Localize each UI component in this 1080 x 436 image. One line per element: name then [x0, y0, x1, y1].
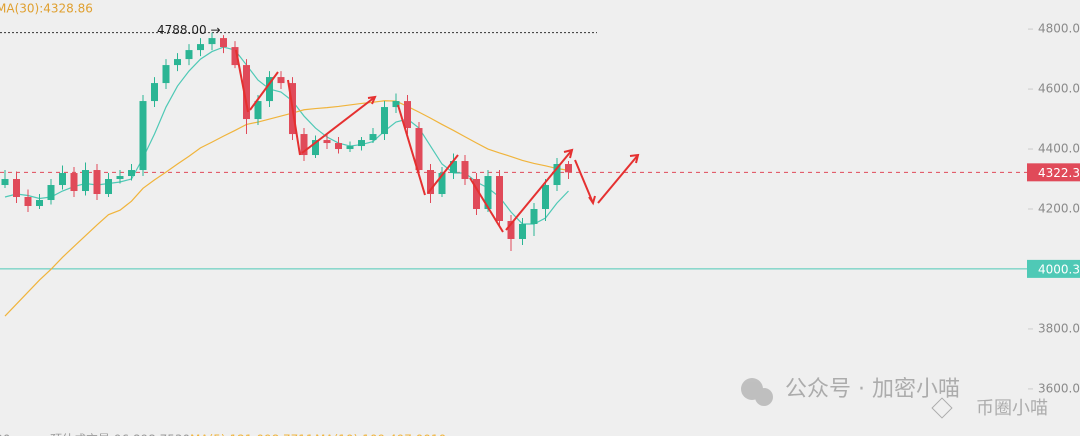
candle-body [519, 223, 526, 239]
candle-body [427, 170, 434, 195]
arrow [301, 96, 376, 154]
candle-body [266, 77, 273, 102]
footer: 5600 预估成交量 96,898.7530MA(5):121,098.7711M… [0, 432, 446, 436]
candle-body [105, 179, 112, 195]
candle-body [346, 146, 354, 150]
candle-body [392, 101, 400, 108]
y-tick-label: 4400.00 [1038, 142, 1080, 156]
plot-layer [1, 32, 572, 317]
candle-body [197, 44, 204, 51]
y-tick-label: 3600.00 [1038, 381, 1080, 395]
candle-body [93, 170, 101, 195]
candle-body [450, 161, 457, 174]
candle-body [507, 220, 515, 239]
candle-body [82, 170, 89, 192]
y-tick-label: 4600.00 [1038, 82, 1080, 96]
candle-body [358, 140, 365, 147]
watermark-icon [755, 388, 773, 406]
candle-body [300, 134, 308, 156]
candle-body [174, 59, 181, 66]
arrow [469, 177, 504, 233]
candle-body [220, 38, 227, 48]
candle-body [24, 197, 32, 207]
candle-body [185, 50, 193, 60]
candle-body [208, 38, 216, 45]
price-tag-label: 4322.30 [1038, 166, 1080, 180]
watermark-text: 币圈小喵 [976, 398, 1048, 419]
footer-text: 5600 [0, 433, 11, 436]
candle-body [254, 101, 262, 120]
y-tick-label: 3800.00 [1038, 321, 1080, 335]
candle-body [13, 179, 20, 198]
high-label: 4788.00 → [157, 23, 221, 37]
price-tag-label: 4000.3 [1038, 262, 1080, 276]
arrow [574, 159, 594, 204]
watermark: 公众号 · 加密小喵 币圈小喵 [741, 377, 1048, 419]
arrow-head [563, 148, 574, 159]
candle-body [335, 143, 342, 150]
arrow [235, 49, 249, 113]
arrow-head [367, 95, 377, 105]
drawn-arrows [235, 49, 640, 233]
candle-body [243, 65, 250, 120]
candle-body [404, 101, 411, 129]
candle-body [323, 140, 331, 144]
y-tick-label: 4800.00 [1038, 22, 1080, 36]
candle-body [116, 176, 124, 180]
grid-layer: 4800.00 4600.00 4400.00 4200.00 3800.00 3600.… [0, 22, 1080, 395]
y-tick-label: 4200.00 [1038, 202, 1080, 216]
candle-body [312, 140, 319, 156]
candle-body [151, 83, 158, 102]
candle-body [530, 209, 538, 224]
arrow [427, 154, 459, 194]
candle-body [553, 164, 561, 186]
candle-body [484, 176, 492, 210]
price-tag [1027, 259, 1080, 278]
candle-body [438, 173, 446, 195]
ma-line [4, 100, 569, 317]
candle-body [128, 170, 135, 177]
candle-body [162, 65, 170, 84]
arrow [397, 104, 426, 196]
candle-body [139, 101, 147, 171]
candle-body [565, 164, 572, 173]
candle-body [70, 173, 78, 192]
arrow [249, 71, 279, 111]
arrow-head [588, 195, 596, 206]
candle-body [369, 134, 377, 141]
ma-label: MA(30):4328.86 [0, 2, 93, 16]
arrow [505, 149, 573, 231]
candle-body [381, 107, 388, 135]
arrow-head [629, 153, 640, 164]
candle-body [473, 179, 480, 210]
candle-body [59, 173, 66, 186]
candle-body [36, 200, 43, 207]
candle-body [461, 161, 469, 180]
candle-body [1, 179, 9, 186]
footer-text: MA(10):109,497.0010 [315, 433, 446, 436]
candle-body [496, 176, 503, 221]
ma-line [4, 46, 569, 225]
price-tag [1027, 163, 1080, 182]
arrow [597, 154, 639, 204]
arrow [287, 79, 301, 156]
footer-text: 预估成交量 96,898.7530 [50, 432, 190, 436]
candle-body [47, 185, 55, 201]
candle-body [542, 185, 549, 210]
candle-body [231, 47, 239, 66]
candle-body [415, 128, 423, 171]
watermark-text: 公众号 · 加密小喵 [785, 377, 960, 402]
watermark-icon [931, 397, 953, 419]
footer-text: MA(5):121,098.7711 [190, 433, 314, 436]
candle-body [277, 77, 285, 84]
